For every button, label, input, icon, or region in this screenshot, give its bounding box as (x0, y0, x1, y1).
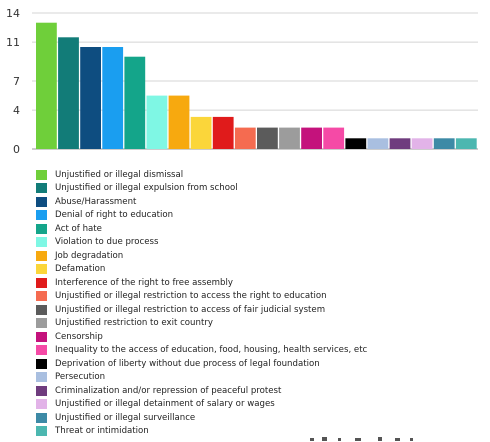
bar (433, 138, 455, 149)
legend-label: Unjustified or illegal detainment of sal… (55, 399, 275, 410)
legend-label: Deprivation of liberty without due proce… (55, 358, 320, 369)
legend-item: Unjustified or illegal expulsion from sc… (36, 182, 486, 196)
legend-swatch (36, 318, 47, 329)
legend-swatch (36, 426, 47, 437)
bar (389, 138, 411, 149)
legend-swatch (36, 304, 47, 315)
bar (234, 127, 256, 149)
legend-swatch (36, 169, 47, 180)
legend-item: Deprivation of liberty without due proce… (36, 357, 486, 371)
bar (146, 95, 168, 149)
legend-label: Unjustified or illegal surveillance (55, 412, 196, 423)
y-tick-label: 4 (13, 104, 20, 117)
legend-item: Unjustified restriction to exit country (36, 317, 486, 331)
legend-label: Unjustified restriction to exit country (55, 318, 213, 329)
legend-label: Unjustified or illegal restriction to ac… (55, 304, 326, 315)
bar (212, 116, 234, 149)
legend-swatch (36, 277, 47, 288)
legend-item: Unjustified or illegal dismissal (36, 168, 486, 182)
legend-swatch (36, 223, 47, 234)
y-tick-label: 11 (6, 36, 20, 49)
legend-label: Unjustified or illegal expulsion from sc… (55, 183, 238, 194)
legend-swatch (36, 250, 47, 261)
legend-item: Persecution (36, 371, 486, 385)
bar (301, 127, 322, 149)
legend-label: Threat or intimidation (55, 426, 149, 437)
cropped-text-fragment (310, 437, 413, 441)
legend-swatch (36, 345, 47, 356)
bar (58, 37, 79, 149)
legend-swatch (36, 399, 47, 410)
bar (279, 127, 300, 149)
legend-item: Denial of right to education (36, 209, 486, 223)
bar (36, 22, 57, 150)
bar (411, 138, 433, 149)
legend-label: Interference of the right to free assemb… (55, 277, 233, 288)
bar-chart: 0 4 7 11 14 (6, 7, 478, 156)
legend-swatch (36, 385, 47, 396)
legend-label: Unjustified or illegal restriction to ac… (55, 291, 327, 302)
legend-item: Job degradation (36, 249, 486, 263)
legend-label: Abuse/Harassment (55, 196, 137, 207)
bar (323, 127, 345, 149)
bar (102, 47, 124, 149)
legend-swatch (36, 237, 47, 248)
bar (455, 138, 477, 149)
legend-item: Abuse/Harassment (36, 195, 486, 209)
legend-item: Interference of the right to free assemb… (36, 276, 486, 290)
legend-swatch (36, 331, 47, 342)
legend-label: Defamation (55, 264, 106, 275)
legend-swatch (36, 358, 47, 369)
legend: Unjustified or illegal dismissal Unjustif… (36, 168, 486, 438)
legend-swatch (36, 372, 47, 383)
legend-item: Unjustified or illegal detainment of sal… (36, 398, 486, 412)
bar (190, 116, 212, 149)
legend-label: Act of hate (55, 223, 102, 234)
legend-item: Defamation (36, 263, 486, 277)
y-axis-tick-labels: 0 4 7 11 14 (6, 7, 20, 156)
legend-label: Criminalization and/or repression of pea… (55, 385, 282, 396)
legend-label: Persecution (55, 372, 106, 383)
bar (124, 56, 146, 150)
legend-label: Inequality to the access of education, f… (55, 345, 368, 356)
legend-swatch (36, 196, 47, 207)
legend-item: Unjustified or illegal restriction to ac… (36, 290, 486, 304)
bar (168, 95, 190, 149)
legend-label: Violation to due process (55, 237, 159, 248)
y-tick-label: 7 (13, 75, 20, 88)
legend-label: Denial of right to education (55, 210, 174, 221)
legend-item: Censorship (36, 330, 486, 344)
y-tick-label: 0 (13, 143, 20, 156)
legend-item: Unjustified or illegal restriction to ac… (36, 303, 486, 317)
legend-label: Job degradation (55, 250, 124, 261)
legend-swatch (36, 291, 47, 302)
legend-swatch (36, 210, 47, 221)
legend-item: Criminalization and/or repression of pea… (36, 384, 486, 398)
legend-item: Act of hate (36, 222, 486, 236)
legend-item: Unjustified or illegal surveillance (36, 411, 486, 425)
bar (367, 138, 389, 149)
legend-label: Censorship (55, 331, 103, 342)
legend-label: Unjustified or illegal dismissal (55, 169, 184, 180)
legend-item: Violation to due process (36, 236, 486, 250)
bar (257, 127, 278, 149)
legend-swatch (36, 183, 47, 194)
bar (345, 138, 367, 149)
y-tick-label: 14 (6, 7, 20, 20)
legend-item: Threat or intimidation (36, 425, 486, 439)
legend-swatch (36, 264, 47, 275)
legend-swatch (36, 412, 47, 423)
legend-item: Inequality to the access of education, f… (36, 344, 486, 358)
bars (36, 22, 477, 150)
bar (80, 47, 101, 149)
